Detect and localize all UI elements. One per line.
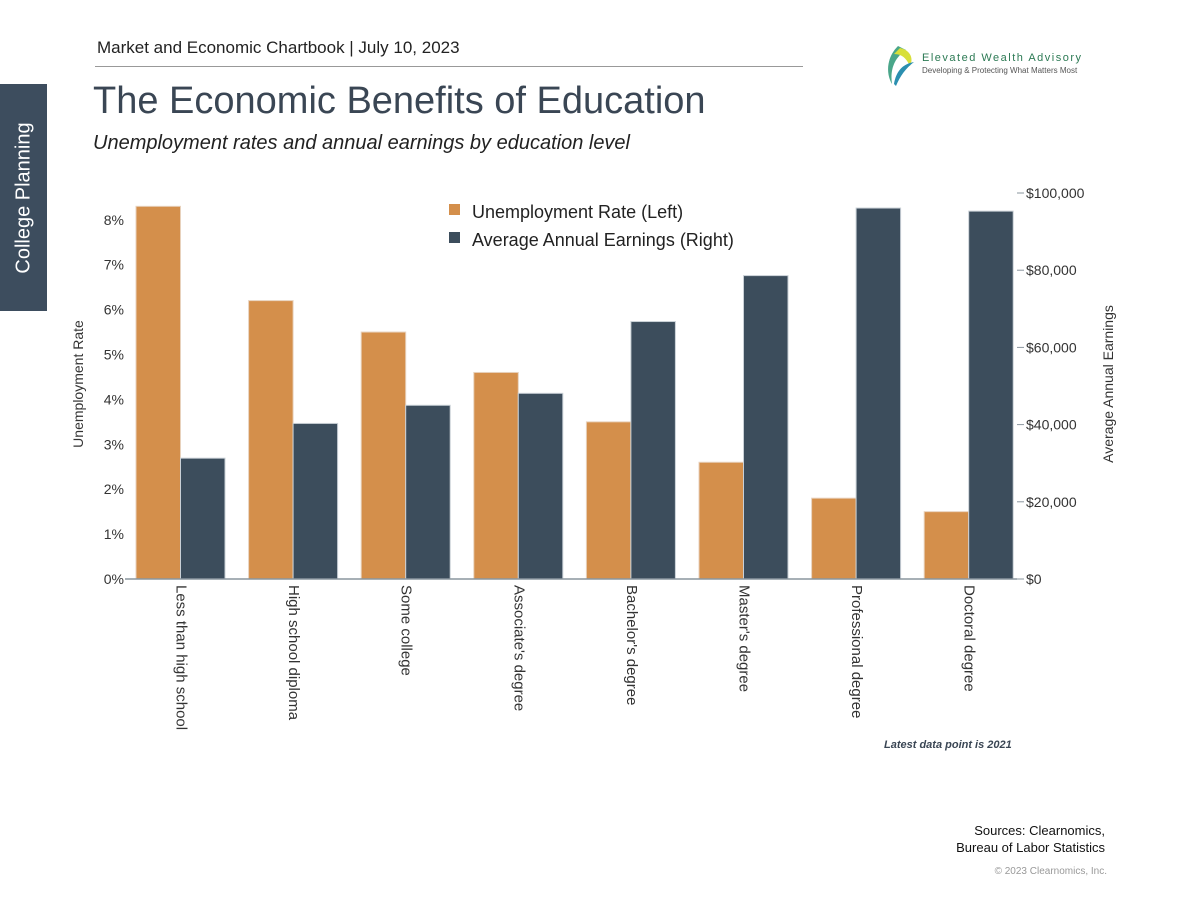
bar-earnings: [292, 422, 339, 580]
sources: Sources: Clearnomics, Bureau of Labor St…: [956, 822, 1105, 856]
bar-unemployment: [135, 205, 181, 580]
y-tick-right: $40,000: [1026, 417, 1077, 433]
header-divider: [95, 66, 803, 67]
y-tick-right: $80,000: [1026, 262, 1077, 278]
y-tick-left: 1%: [104, 526, 124, 542]
page-subtitle: Unemployment rates and annual earnings b…: [93, 132, 631, 154]
y-tick-left: 8%: [104, 212, 124, 228]
y-axis-right-label: Average Annual Earnings: [1100, 305, 1116, 463]
y-tick-right: $0: [1026, 571, 1042, 587]
bar-earnings: [405, 404, 451, 580]
y-tick-left: 3%: [104, 436, 124, 452]
bar-unemployment: [360, 331, 407, 580]
x-tick-label: Some college: [398, 585, 415, 676]
y-tick-right: $20,000: [1026, 494, 1077, 510]
copyright: © 2023 Clearnomics, Inc.: [994, 866, 1107, 877]
x-tick-label: High school diploma: [285, 585, 302, 721]
y-tick-left: 7%: [104, 257, 124, 273]
bar-earnings: [743, 275, 789, 580]
bar-unemployment: [811, 497, 857, 580]
data-note: Latest data point is 2021: [884, 739, 1012, 751]
bar-unemployment: [248, 300, 294, 580]
y-tick-left: 4%: [104, 391, 124, 407]
bar-earnings: [630, 321, 676, 580]
x-tick-label: Bachelor's degree: [623, 585, 640, 705]
y-tick-left: 2%: [104, 481, 124, 497]
logo: Elevated Wealth Advisory Developing & Pr…: [884, 44, 1104, 88]
sources-line-2: Bureau of Labor Statistics: [956, 840, 1105, 855]
y-axis-left-label: Unemployment Rate: [70, 320, 86, 448]
logo-leaf-icon: [888, 46, 914, 86]
x-tick-label: Less than high school: [173, 585, 190, 730]
bar-unemployment: [698, 461, 744, 580]
y-tick-left: 6%: [104, 302, 124, 318]
y-tick-right: $100,000: [1026, 185, 1085, 201]
x-tick-label: Associate's degree: [510, 585, 527, 711]
chartbook-header: Market and Economic Chartbook | July 10,…: [97, 38, 460, 57]
x-tick-label: Doctoral degree: [961, 585, 978, 692]
legend: Unemployment Rate (Left) Average Annual …: [449, 202, 734, 250]
logo-name: Elevated Wealth Advisory: [922, 52, 1083, 64]
bar-unemployment: [585, 421, 632, 580]
bar-earnings: [180, 457, 226, 580]
x-tick-label: Professional degree: [848, 585, 865, 718]
y-tick-left: 5%: [104, 347, 124, 363]
y-tick-right: $60,000: [1026, 339, 1077, 355]
y-tick-left: 0%: [104, 571, 124, 587]
legend-swatch-unemployment: [449, 204, 460, 215]
page-title: The Economic Benefits of Education: [93, 80, 706, 122]
bar-earnings: [855, 207, 902, 580]
x-tick-label: Master's degree: [736, 585, 753, 692]
bar-earnings: [517, 392, 564, 580]
logo-tagline: Developing & Protecting What Matters Mos…: [922, 66, 1078, 75]
legend-swatch-earnings: [449, 232, 460, 243]
bar-unemployment: [923, 511, 970, 580]
sources-line-1: Sources: Clearnomics,: [974, 823, 1105, 838]
bar-unemployment: [473, 371, 519, 580]
legend-label-earnings: Average Annual Earnings (Right): [472, 230, 734, 250]
legend-label-unemployment: Unemployment Rate (Left): [472, 202, 683, 222]
bar-earnings: [968, 210, 1014, 580]
section-tab: College Planning: [0, 84, 47, 311]
